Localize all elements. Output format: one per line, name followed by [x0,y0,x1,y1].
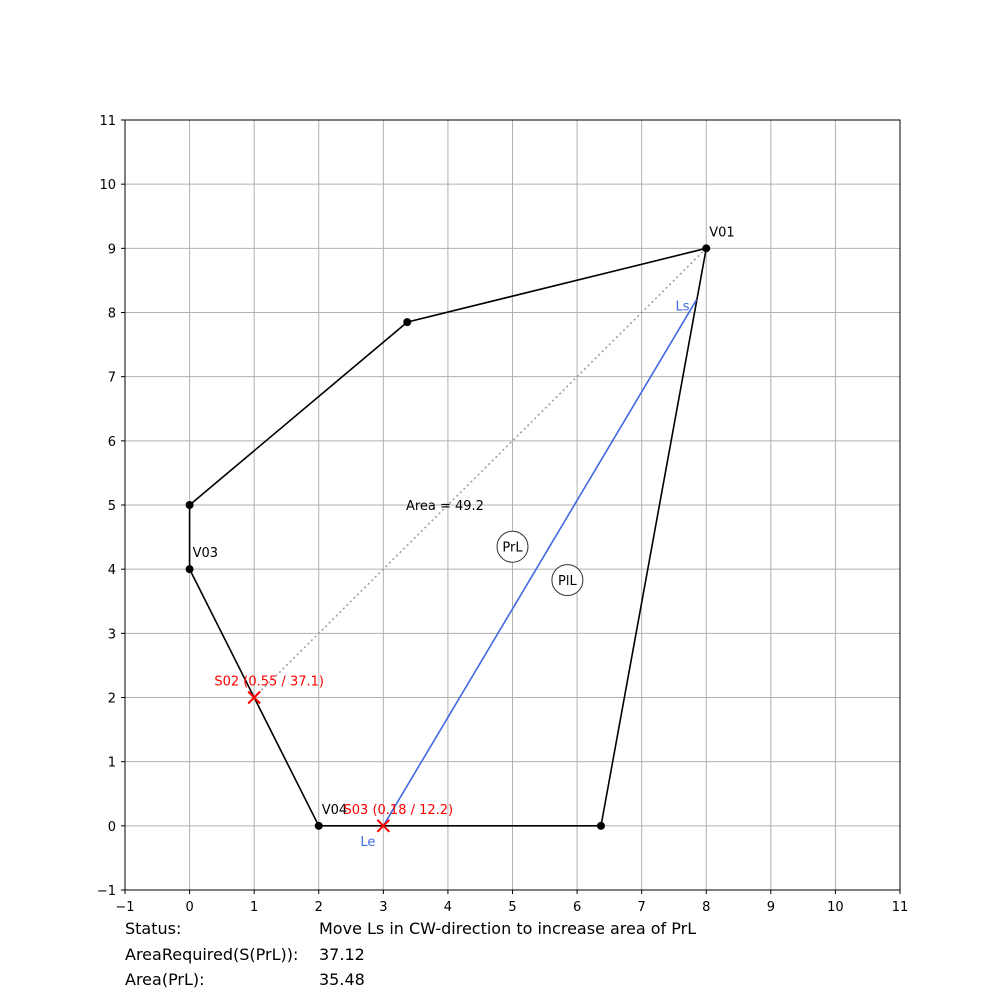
x-tick-label: 1 [250,900,258,915]
y-tick-label: 2 [108,692,116,707]
polygon-vertex [596,821,605,830]
x-tick-label: 5 [508,900,516,915]
y-tick-label: 5 [108,499,116,514]
cut-line-layer [382,299,698,827]
area-required-value: 37.12 [319,945,365,964]
y-tick-label: 1 [108,756,116,771]
status-label: Status: [125,919,182,938]
x-tick-label: −1 [115,900,134,915]
vertex-label: V04 [322,803,347,818]
region-label-circle [496,530,529,563]
split-marker [247,690,261,705]
vertex-label: V03 [193,546,218,561]
region-label-circle [551,564,584,597]
status-value: Move Ls in CW-direction to increase area… [319,919,697,938]
area-required-label: AreaRequired(S(PrL)): [125,945,299,964]
split-label: S02 (0.55 / 37.1) [214,675,324,690]
label-layer: V01 V03 V04 S02 (0.55 / 37.1) S03 (0.18 / 12… [193,225,735,850]
region-label: PlL [558,574,577,589]
cut-start-label: Ls [676,300,690,315]
y-tick-label: 9 [108,242,116,257]
y-tick-label: −1 [97,884,116,899]
x-tick-label: 7 [638,900,646,915]
y-tick-label: 0 [108,820,116,835]
x-tick-label: 8 [702,900,710,915]
polygon-vertex [702,244,711,253]
x-tick-label: 9 [767,900,775,915]
y-tick-label: 11 [99,114,116,129]
area-value: 35.48 [319,970,365,989]
polygon-vertex [185,565,194,574]
y-tick-label: 8 [108,307,116,322]
x-tick-label: 0 [185,900,193,915]
cut-end-label: Le [360,835,375,850]
x-tick-label: 6 [573,900,581,915]
y-tick-label: 4 [108,563,116,578]
polygon-vertex [185,501,194,509]
x-tick-label: 4 [444,900,452,915]
split-label: S03 (0.18 / 12.2) [344,803,454,818]
y-tick-label: 10 [99,178,116,193]
region-label: PrL [502,541,523,556]
polygon-layer [185,244,711,830]
area-annotation: Area = 49.2 [406,499,484,514]
grid-lines [124,119,901,891]
split-marker [376,819,391,833]
axis-ticks: −1 0 1 2 3 4 5 6 7 8 9 10 11 −1 0 1 2 3 4 5 6 7 8 9 10 11 [97,114,908,915]
x-tick-label: 10 [827,900,844,915]
y-tick-label: 6 [108,435,116,450]
cut-line [382,299,698,827]
area-label: Area(PrL): [125,970,205,989]
x-tick-label: 2 [315,900,323,915]
y-tick-label: 3 [108,627,116,642]
diagonal-line [253,247,707,699]
marker-layer [247,690,391,833]
x-tick-label: 11 [892,900,909,915]
y-tick-label: 7 [108,371,116,386]
x-tick-label: 3 [379,900,387,915]
diagonal-layer [253,247,707,699]
polygon-vertex [403,318,412,327]
vertex-label: V01 [709,225,734,240]
polygon-vertex [314,821,323,830]
